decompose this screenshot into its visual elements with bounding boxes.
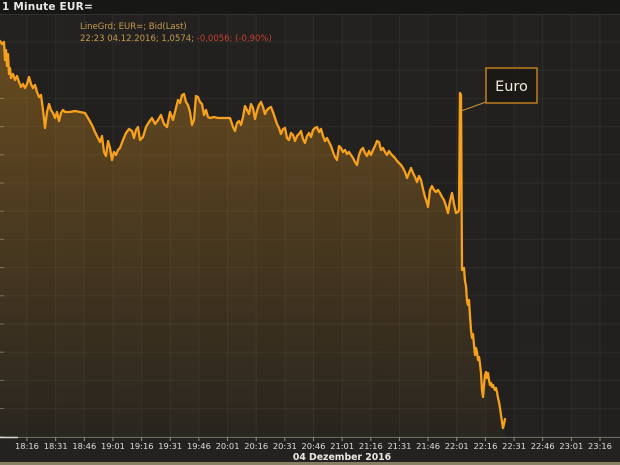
chart-title: 1 Minute EUR= <box>2 1 93 13</box>
chart-legend: LineGrd; EUR=; Bid(Last) 22:23 04.12.201… <box>80 22 272 45</box>
legend-quote-time-price: 22:23 04.12.2016; 1,0574; <box>80 33 195 44</box>
x-tick-label[interactable]: 19:46 <box>187 441 211 451</box>
legend-quote-change: -0,0056; (-0,90%) <box>196 33 272 44</box>
x-tick-label[interactable]: 18:16 <box>15 441 39 451</box>
price-area-fill <box>0 41 505 438</box>
x-tick-label[interactable]: 20:01 <box>216 441 240 451</box>
x-axis-date-label: 04 Dezember 2016 <box>293 452 391 463</box>
annotation-label: Euro <box>495 79 528 95</box>
legend-quote-line: 22:23 04.12.2016; 1,0574; -0,0056; (-0,9… <box>80 34 272 46</box>
x-tick-label[interactable]: 18:31 <box>44 441 68 451</box>
x-tick-label[interactable]: 19:16 <box>130 441 154 451</box>
window-bottom-border <box>0 462 620 465</box>
x-tick-label[interactable]: 22:46 <box>531 441 555 451</box>
legend-series-label: LineGrd; EUR=; Bid(Last) <box>80 22 187 32</box>
x-tick-label[interactable]: 20:46 <box>302 441 326 451</box>
x-tick-label[interactable]: 22:31 <box>502 441 526 451</box>
x-tick-label[interactable]: 23:01 <box>559 441 583 451</box>
x-tick-label[interactable]: 19:01 <box>101 441 125 451</box>
chart-titlebar[interactable]: 1 Minute EUR= <box>0 0 620 15</box>
x-tick-label[interactable]: 20:16 <box>244 441 268 451</box>
x-tick-label[interactable]: 22:01 <box>445 441 469 451</box>
x-tick-label[interactable]: 21:16 <box>359 441 383 451</box>
x-tick-label[interactable]: 22:16 <box>473 441 497 451</box>
x-tick-label[interactable]: 21:31 <box>387 441 411 451</box>
annotation-box[interactable] <box>485 67 538 104</box>
price-line <box>0 39 507 430</box>
x-tick-label[interactable]: 18:46 <box>72 441 96 451</box>
background-band <box>571 14 600 438</box>
x-tick-label[interactable]: 23:16 <box>588 441 612 451</box>
x-tick-label[interactable]: 21:46 <box>416 441 440 451</box>
x-tick-label[interactable]: 19:31 <box>158 441 182 451</box>
annotation-callout-line <box>460 101 487 112</box>
x-tick-label[interactable]: 20:31 <box>273 441 297 451</box>
x-tick-label[interactable]: 21:01 <box>330 441 354 451</box>
